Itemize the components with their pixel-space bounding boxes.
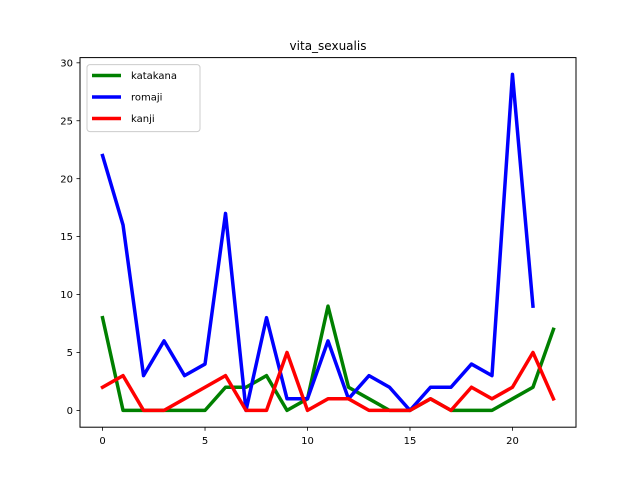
y-tick-label: 15 bbox=[60, 232, 73, 243]
legend-label-katakana: katakana bbox=[131, 71, 177, 82]
series-lines bbox=[100, 72, 556, 413]
y-tick-label: 30 bbox=[60, 58, 73, 69]
y-tick-label: 0 bbox=[67, 406, 73, 417]
legend: katakana romaji kanji bbox=[86, 64, 201, 133]
legend-label-kanji: kanji bbox=[131, 114, 155, 125]
x-tick-label: 5 bbox=[202, 436, 208, 447]
y-tick-label: 5 bbox=[67, 348, 73, 359]
x-tick-label: 20 bbox=[506, 436, 519, 447]
y-tick-label: 10 bbox=[60, 290, 73, 301]
x-tick-label: 0 bbox=[99, 436, 105, 447]
series-line-katakana bbox=[100, 304, 556, 413]
axes-frame bbox=[79, 57, 577, 428]
legend-items: katakana romaji kanji bbox=[92, 71, 177, 125]
series-line-kanji bbox=[100, 350, 556, 413]
chart-title: vita_sexualis bbox=[290, 39, 367, 53]
y-tick-label: 20 bbox=[60, 174, 73, 185]
series-line-romaji bbox=[100, 72, 535, 413]
legend-label-romaji: romaji bbox=[131, 93, 162, 104]
y-tick-label: 25 bbox=[60, 116, 73, 127]
x-tick-label: 15 bbox=[404, 436, 417, 447]
axis-ticks: 0 5 10 15 20 0 5 10 15 20 25 30 bbox=[60, 58, 519, 447]
x-tick-label: 10 bbox=[301, 436, 314, 447]
legend-box bbox=[86, 64, 201, 133]
